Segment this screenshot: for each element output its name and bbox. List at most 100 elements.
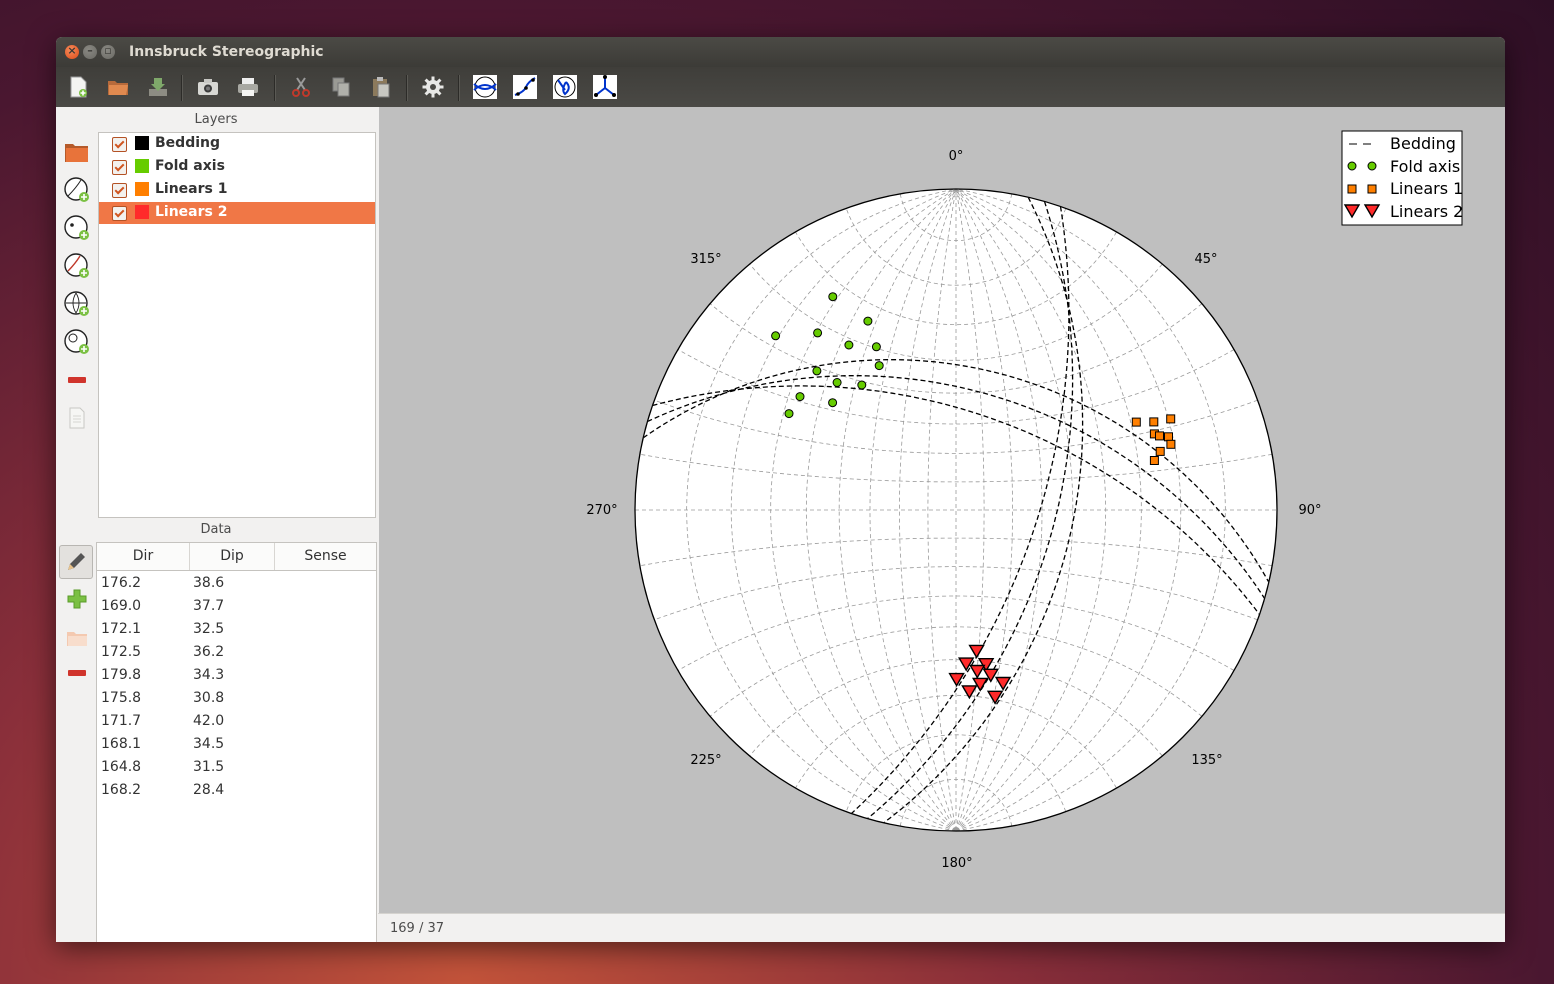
azimuth-label-225: 225° <box>690 753 721 768</box>
column-header-dip[interactable]: Dip <box>220 548 244 564</box>
column-header-dir[interactable]: Dir <box>132 548 154 564</box>
plane-intersection-icon[interactable] <box>471 73 499 101</box>
close-window-button[interactable]: × <box>65 44 79 59</box>
screenshot-camera-icon[interactable] <box>194 73 222 101</box>
layer-visibility-checkbox[interactable] <box>112 160 127 175</box>
legend-box <box>1341 130 1463 226</box>
layer-properties-icon[interactable] <box>62 403 92 433</box>
minimize-window-button[interactable]: – <box>83 44 97 59</box>
legend-label-fold-axis: Fold axis <box>1390 157 1460 176</box>
cell-dir[interactable]: 171.7 <box>101 713 142 729</box>
bedding-great-circle <box>883 196 1084 824</box>
layer-visibility-checkbox[interactable] <box>112 206 127 221</box>
add-plane-layer-icon[interactable] <box>62 175 92 205</box>
cell-dir[interactable]: 175.8 <box>101 690 142 706</box>
layer-item-linears-1[interactable]: Linears 1 <box>99 179 375 201</box>
add-row-plus-icon[interactable] <box>62 584 92 614</box>
layer-name: Linears 1 <box>155 181 228 197</box>
cell-dir[interactable]: 179.8 <box>101 667 142 683</box>
cell-dip[interactable]: 38.6 <box>193 575 225 591</box>
fold-axis-point <box>795 392 805 402</box>
bedding-great-circle <box>642 359 1270 583</box>
cell-dir[interactable]: 172.1 <box>101 621 142 637</box>
plot-canvas[interactable]: 0° 45° 90° 135° 180° 225° 270° 315° Bedd… <box>379 107 1505 913</box>
cut-scissors-icon[interactable] <box>287 73 315 101</box>
layer-color-swatch[interactable] <box>135 136 149 150</box>
remove-layer-icon[interactable] <box>62 365 92 395</box>
legend-linears2-marker <box>1343 204 1361 219</box>
layer-item-bedding[interactable]: Bedding <box>99 133 375 155</box>
layers-list: Bedding Fold axis Linears 1 Linears 2 <box>98 132 376 518</box>
table-row[interactable]: 175.8 30.8 <box>97 687 376 710</box>
stereonet-plot[interactable]: 0° 45° 90° 135° 180° 225° 270° 315° Bedd… <box>379 107 1505 913</box>
new-file-icon[interactable] <box>64 73 92 101</box>
add-line-layer-icon[interactable] <box>62 213 92 243</box>
table-row[interactable]: 176.2 38.6 <box>97 572 376 595</box>
layer-color-swatch[interactable] <box>135 182 149 196</box>
layers-label: Layers <box>194 112 238 127</box>
cell-dip[interactable]: 37.7 <box>193 598 225 614</box>
table-row[interactable]: 179.8 34.3 <box>97 664 376 687</box>
layer-visibility-checkbox[interactable] <box>112 183 127 198</box>
cell-dip[interactable]: 32.5 <box>193 621 225 637</box>
window-title: Innsbruck Stereographic <box>129 44 324 60</box>
grid-axis-line <box>635 189 1277 831</box>
add-smallcircle-layer-icon[interactable] <box>62 289 92 319</box>
fold-axis-point <box>813 328 823 338</box>
add-faultplane-layer-icon[interactable] <box>62 251 92 281</box>
line-fit-icon[interactable] <box>511 73 539 101</box>
cell-dir[interactable]: 169.0 <box>101 598 142 614</box>
azimuth-label-135: 135° <box>1191 753 1222 768</box>
linears1-point <box>1155 431 1164 441</box>
main-window: × – ▫ Innsbruck Stereographic <box>56 37 1505 942</box>
cell-dir[interactable]: 172.5 <box>101 644 142 660</box>
legend-fold-axis-marker <box>1367 161 1377 171</box>
azimuth-label-45: 45° <box>1194 252 1217 267</box>
layer-name: Fold axis <box>155 158 225 174</box>
table-row[interactable]: 169.0 37.7 <box>97 595 376 618</box>
paste-icon[interactable] <box>367 73 395 101</box>
cell-dip[interactable]: 36.2 <box>193 644 225 660</box>
bedding-great-circle <box>851 206 1070 814</box>
small-circle-icon[interactable] <box>551 73 579 101</box>
print-icon[interactable] <box>234 73 262 101</box>
save-icon[interactable] <box>144 73 172 101</box>
cell-dir[interactable]: 164.8 <box>101 759 142 775</box>
add-layer-folder-icon[interactable] <box>62 137 92 167</box>
layer-item-linears-2[interactable]: Linears 2 <box>99 202 375 224</box>
layer-item-fold-axis[interactable]: Fold axis <box>99 156 375 178</box>
table-row[interactable]: 168.2 28.4 <box>97 779 376 802</box>
table-row[interactable]: 171.7 42.0 <box>97 710 376 733</box>
edit-pencil-icon[interactable] <box>59 545 93 579</box>
copy-icon[interactable] <box>327 73 355 101</box>
grid-small-circle <box>749 263 1163 361</box>
azimuth-label-0: 0° <box>949 149 964 164</box>
column-header-sense[interactable]: Sense <box>304 548 347 564</box>
cell-dir[interactable]: 168.2 <box>101 782 142 798</box>
table-row[interactable]: 164.8 31.5 <box>97 756 376 779</box>
table-row[interactable]: 172.5 36.2 <box>97 641 376 664</box>
cell-dip[interactable]: 28.4 <box>193 782 225 798</box>
cell-dir[interactable]: 176.2 <box>101 575 142 591</box>
layer-color-swatch[interactable] <box>135 159 149 173</box>
table-row[interactable]: 168.1 34.5 <box>97 733 376 756</box>
eigenvector-icon[interactable] <box>591 73 619 101</box>
cell-dip[interactable]: 34.3 <box>193 667 225 683</box>
layer-visibility-checkbox[interactable] <box>112 137 127 152</box>
settings-gear-icon[interactable] <box>419 73 447 101</box>
cell-dip[interactable]: 42.0 <box>193 713 225 729</box>
cell-dir[interactable]: 168.1 <box>101 736 142 752</box>
open-folder-icon[interactable] <box>104 73 132 101</box>
linears1-point <box>1131 417 1141 427</box>
stereonet-grid <box>635 189 1277 831</box>
add-eigenvector-layer-icon[interactable] <box>62 327 92 357</box>
remove-row-icon[interactable] <box>62 658 92 688</box>
cell-dip[interactable]: 34.5 <box>193 736 225 752</box>
import-data-icon[interactable] <box>62 622 92 652</box>
layer-color-swatch[interactable] <box>135 205 149 219</box>
cell-dip[interactable]: 31.5 <box>193 759 225 775</box>
maximize-window-button[interactable]: ▫ <box>101 44 115 59</box>
table-row[interactable]: 172.1 32.5 <box>97 618 376 641</box>
cell-dip[interactable]: 30.8 <box>193 690 225 706</box>
grid-small-circle <box>845 208 1067 286</box>
